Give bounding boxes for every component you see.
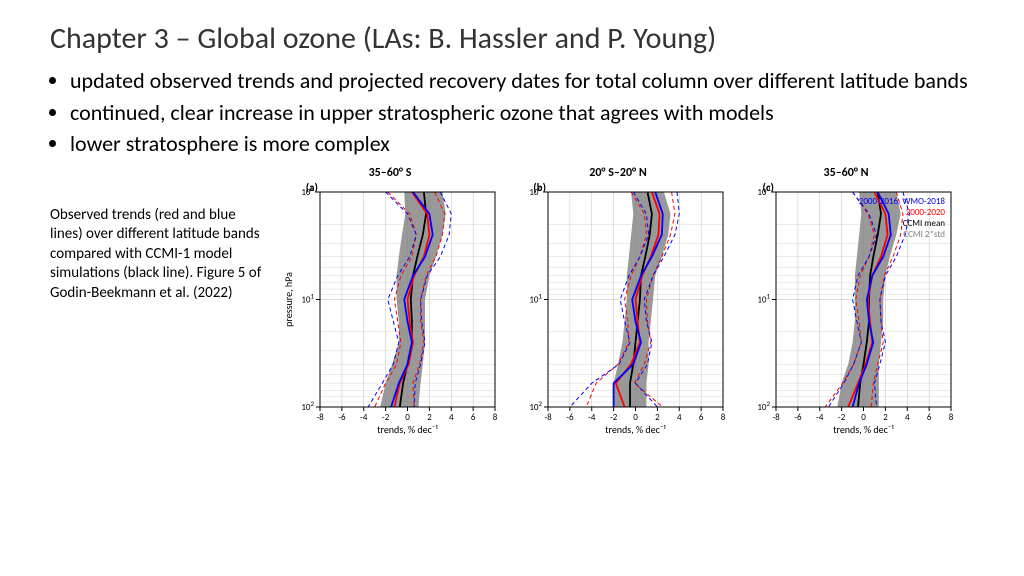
svg-text:2: 2	[655, 412, 660, 423]
svg-text:-4: -4	[588, 412, 596, 423]
bullet-list: updated observed trends and projected re…	[70, 67, 974, 158]
svg-text:2000-2016, WMO-2018: 2000-2016, WMO-2018	[859, 196, 946, 207]
chart-panel-2: -8-6-4-202468100101102trends, % dec⁻¹(c)…	[736, 182, 956, 437]
svg-text:102: 102	[529, 399, 542, 413]
svg-text:-8: -8	[316, 412, 324, 423]
svg-text:pressure, hPa: pressure, hPa	[282, 271, 295, 326]
svg-text:4: 4	[449, 412, 454, 423]
svg-text:trends, % dec⁻¹: trends, % dec⁻¹	[605, 423, 666, 436]
svg-text:(a): (a)	[306, 182, 318, 194]
svg-text:101: 101	[529, 291, 542, 305]
svg-text:0: 0	[861, 412, 866, 423]
svg-text:-8: -8	[772, 412, 780, 423]
svg-text:101: 101	[757, 291, 770, 305]
bullet-item: updated observed trends and projected re…	[70, 67, 974, 95]
slide-title: Chapter 3 – Global ozone (LAs: B. Hassle…	[50, 20, 974, 57]
svg-text:(b): (b)	[533, 182, 546, 194]
svg-text:2: 2	[427, 412, 432, 423]
svg-text:trends, % dec⁻¹: trends, % dec⁻¹	[377, 423, 438, 436]
svg-text:102: 102	[757, 399, 770, 413]
svg-text:-4: -4	[816, 412, 824, 423]
svg-text:0: 0	[405, 412, 410, 423]
svg-text:-8: -8	[544, 412, 552, 423]
panel-title: 20° S–20° N	[589, 166, 647, 180]
svg-text:6: 6	[471, 412, 476, 423]
panel-wrap: 35–60° N-8-6-4-202468100101102trends, % …	[736, 166, 956, 437]
svg-text:-2: -2	[838, 412, 846, 423]
panel-wrap: 35–60° S-8-6-4-202468100101102trends, % …	[280, 166, 500, 437]
svg-text:8: 8	[949, 412, 954, 423]
svg-text:2000-2020: 2000-2020	[906, 207, 946, 218]
panel-wrap: 20° S–20° N-8-6-4-202468100101102trends,…	[508, 166, 728, 437]
bullet-item: continued, clear increase in upper strat…	[70, 99, 974, 127]
svg-text:-6: -6	[794, 412, 802, 423]
panel-title: 35–60° N	[823, 166, 868, 180]
bullet-item: lower stratosphere is more complex	[70, 130, 974, 158]
svg-text:-2: -2	[382, 412, 390, 423]
svg-text:trends, % dec⁻¹: trends, % dec⁻¹	[833, 423, 894, 436]
svg-text:4: 4	[905, 412, 910, 423]
chart-panels: 35–60° S-8-6-4-202468100101102trends, % …	[280, 166, 956, 437]
svg-text:CCMI mean: CCMI mean	[903, 218, 946, 229]
svg-text:-6: -6	[566, 412, 574, 423]
chart-panel-0: -8-6-4-202468100101102trends, % dec⁻¹pre…	[280, 182, 500, 437]
svg-text:-2: -2	[610, 412, 618, 423]
svg-text:CCMI 2*std: CCMI 2*std	[903, 229, 945, 240]
svg-text:102: 102	[301, 399, 314, 413]
svg-text:0: 0	[633, 412, 638, 423]
svg-text:4: 4	[677, 412, 682, 423]
svg-text:6: 6	[699, 412, 704, 423]
svg-text:(c): (c)	[763, 182, 774, 194]
svg-text:-6: -6	[338, 412, 346, 423]
panel-title: 35–60° S	[369, 166, 412, 180]
svg-text:-4: -4	[360, 412, 368, 423]
svg-text:8: 8	[721, 412, 726, 423]
chart-panel-1: -8-6-4-202468100101102trends, % dec⁻¹(b)	[508, 182, 728, 437]
svg-text:6: 6	[927, 412, 932, 423]
svg-text:101: 101	[301, 291, 314, 305]
svg-text:8: 8	[493, 412, 498, 423]
figure-caption: Observed trends (red and blue lines) ove…	[50, 206, 270, 304]
svg-text:2: 2	[883, 412, 888, 423]
